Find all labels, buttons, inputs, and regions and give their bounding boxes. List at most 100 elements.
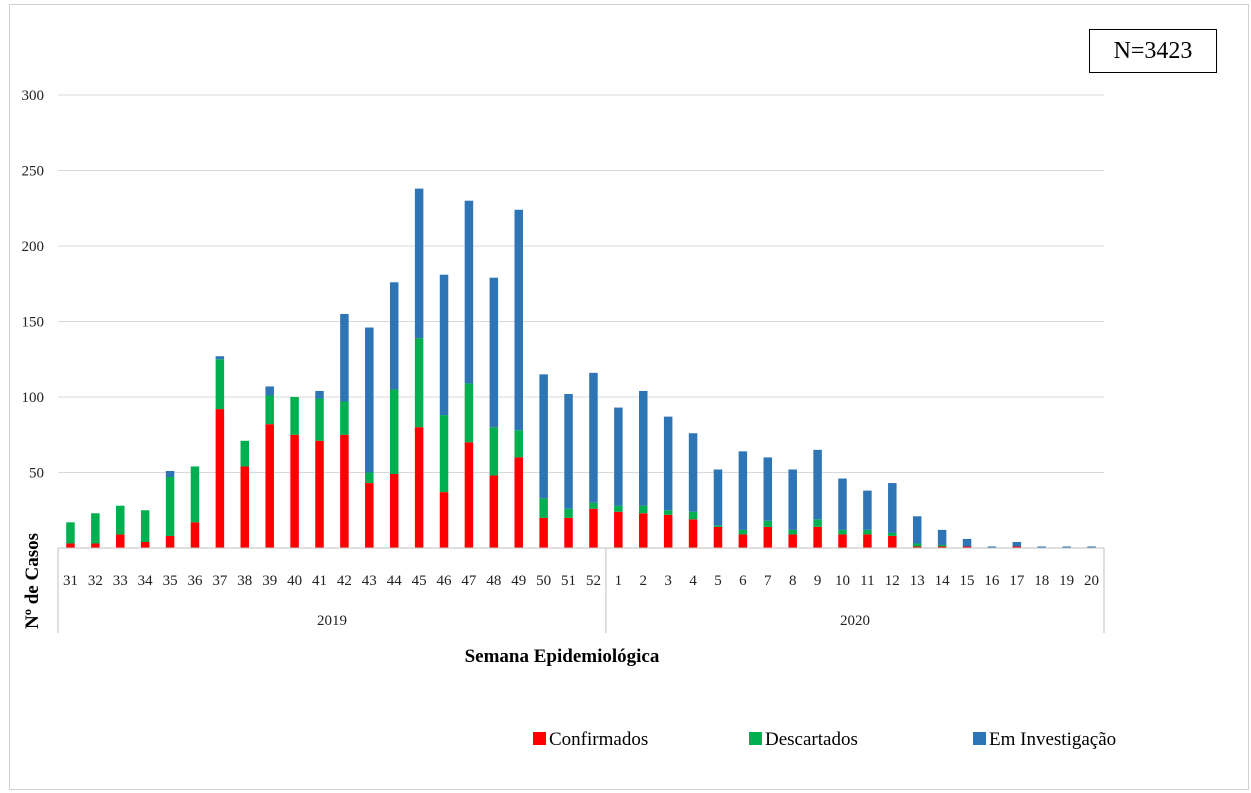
- bar-descartados-41: [315, 398, 324, 441]
- bar-descartados-40: [290, 397, 299, 435]
- bar-em-investiga-o-4: [688, 433, 698, 512]
- bar-descartados-1: [614, 505, 623, 512]
- bar-confirmados-1: [614, 511, 623, 548]
- bar-confirmados-51: [564, 517, 573, 548]
- x-tick-label: 14: [935, 573, 951, 589]
- bar-confirmados-5: [713, 526, 723, 548]
- x-tick-label: 12: [885, 573, 900, 589]
- bar-confirmados-9: [813, 526, 822, 548]
- x-tick-label: 6: [739, 573, 747, 589]
- y-tick-label: 150: [22, 315, 45, 331]
- bar-descartados-33: [116, 505, 125, 535]
- x-tick-label: 34: [138, 573, 154, 589]
- x-tick-label: 47: [461, 573, 477, 589]
- bar-em-investiga-o-11: [863, 490, 872, 530]
- bar-descartados-10: [838, 529, 847, 535]
- bar-descartados-31: [66, 522, 75, 544]
- legend-swatch-em-investiga-o: [973, 732, 986, 745]
- bar-em-investiga-o-45: [414, 188, 424, 339]
- bar-descartados-13: [912, 543, 922, 547]
- bar-em-investiga-o-18: [1037, 546, 1046, 548]
- x-tick-label: 42: [337, 573, 352, 589]
- bar-confirmados-35: [165, 535, 175, 548]
- y-tick-label: 200: [22, 239, 45, 255]
- y-axis-title: Nº de Casos: [22, 533, 43, 629]
- x-tick-label: 17: [1009, 573, 1025, 589]
- bar-descartados-39: [265, 395, 274, 425]
- bar-em-investiga-o-48: [489, 277, 499, 428]
- bar-em-investiga-o-49: [514, 209, 523, 431]
- bar-em-investiga-o-35: [165, 470, 175, 478]
- bar-descartados-2: [639, 505, 648, 514]
- y-tick-label: 100: [22, 390, 45, 406]
- x-tick-label: 51: [561, 573, 576, 589]
- x-tick-label: 48: [486, 573, 501, 589]
- x-tick-label: 33: [113, 573, 128, 589]
- x-tick-label: 44: [387, 573, 403, 589]
- bar-confirmados-15: [962, 546, 972, 548]
- x-tick-label: 2: [640, 573, 648, 589]
- legend-swatch-confirmados: [533, 732, 546, 745]
- bar-descartados-35: [165, 477, 175, 536]
- bar-em-investiga-o-50: [539, 374, 548, 499]
- bar-confirmados-45: [414, 427, 424, 548]
- bar-confirmados-12: [888, 535, 897, 548]
- bar-descartados-34: [140, 510, 150, 542]
- bar-confirmados-31: [66, 543, 75, 548]
- bar-descartados-7: [763, 520, 773, 527]
- bar-em-investiga-o-47: [464, 200, 474, 384]
- bar-confirmados-47: [464, 442, 474, 548]
- bar-confirmados-37: [215, 409, 225, 548]
- bar-descartados-49: [514, 430, 523, 458]
- bar-em-investiga-o-3: [663, 416, 673, 511]
- x-tick-label: 13: [910, 573, 925, 589]
- bar-confirmados-38: [240, 466, 250, 548]
- x-tick-label: 3: [664, 573, 672, 589]
- bar-em-investiga-o-9: [813, 449, 822, 520]
- bar-confirmados-13: [912, 546, 922, 548]
- x-tick-label: 10: [835, 573, 850, 589]
- bar-confirmados-8: [788, 534, 797, 548]
- bar-descartados-45: [414, 338, 424, 428]
- bar-em-investiga-o-8: [788, 469, 797, 530]
- x-tick-label: 38: [237, 573, 252, 589]
- x-tick-label: 31: [63, 573, 78, 589]
- group-label-2019: 2019: [317, 613, 347, 629]
- bar-confirmados-48: [489, 475, 499, 548]
- bar-confirmados-46: [439, 492, 449, 548]
- bar-em-investiga-o-41: [315, 390, 324, 399]
- x-tick-label: 46: [437, 573, 453, 589]
- bar-confirmados-2: [639, 513, 648, 548]
- legend: Confirmados Descartados Em Investigação: [533, 729, 1116, 750]
- bar-confirmados-42: [340, 434, 349, 548]
- bar-em-investiga-o-52: [589, 372, 598, 503]
- x-axis: 31 32 33 34 35 36 37 38 39 40 41 42 43 44 45 46 47 48 49 50…: [57, 547, 1105, 633]
- bar-confirmados-3: [663, 514, 673, 548]
- x-tick-label: 19: [1059, 573, 1074, 589]
- bar-confirmados-50: [539, 517, 548, 548]
- y-tick-labels: 50 100 150 200 250 300: [22, 88, 45, 482]
- x-tick-label: 16: [984, 573, 1000, 589]
- bar-descartados-3: [663, 510, 673, 515]
- x-tick-label: 45: [412, 573, 427, 589]
- bar-descartados-48: [489, 427, 499, 476]
- bar-descartados-50: [539, 498, 548, 518]
- bar-confirmados-33: [116, 534, 125, 548]
- x-tick-label: 39: [262, 573, 277, 589]
- bar-em-investiga-o-42: [340, 313, 349, 402]
- x-tick-label: 18: [1034, 573, 1049, 589]
- bar-descartados-43: [365, 472, 374, 484]
- bar-em-investiga-o-16: [987, 546, 997, 548]
- legend-label: Descartados: [765, 729, 858, 750]
- x-tick-label: 52: [586, 573, 601, 589]
- bar-em-investiga-o-13: [912, 516, 922, 544]
- bar-em-investiga-o-6: [738, 451, 748, 530]
- bar-descartados-37: [215, 359, 225, 410]
- bar-descartados-8: [788, 529, 797, 535]
- bar-descartados-47: [464, 383, 474, 443]
- gridlines: [58, 94, 1104, 473]
- bar-confirmados-40: [290, 434, 299, 548]
- x-tick-label: 4: [689, 573, 697, 589]
- x-tick-label: 36: [187, 573, 203, 589]
